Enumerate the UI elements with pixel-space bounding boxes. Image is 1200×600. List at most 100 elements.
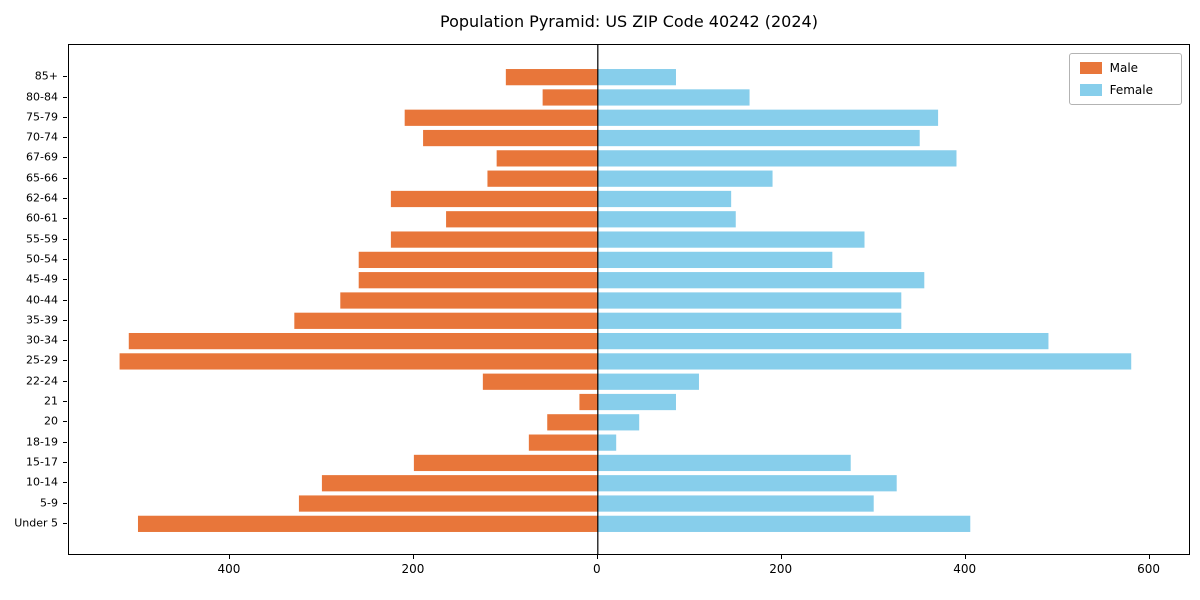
bar-male-65-66: [487, 170, 598, 187]
bar-female-5-9: [597, 495, 874, 512]
y-tick-label-75-79: 75-79: [26, 110, 58, 124]
y-tick-label-67-69: 67-69: [26, 150, 58, 164]
bar-male-85+: [505, 69, 598, 86]
bar-female-75-79: [597, 109, 939, 126]
bar-male-40-44: [340, 292, 598, 309]
y-tick-label-65-66: 65-66: [26, 171, 58, 185]
y-tick-mark-80-84: [63, 96, 67, 98]
y-tick-label-30-34: 30-34: [26, 333, 58, 347]
male-color-swatch-icon: [1079, 62, 1102, 74]
y-tick-label-21: 21: [44, 394, 58, 408]
bar-male-21: [579, 393, 598, 411]
bar-female-35-39: [597, 312, 902, 329]
legend-item-female: Female: [1079, 83, 1171, 97]
female-color-swatch-icon: [1079, 84, 1102, 96]
y-tick-label-50-54: 50-54: [26, 252, 58, 266]
bar-female-40-44: [597, 292, 902, 309]
y-tick-label-25-29: 25-29: [26, 353, 58, 367]
bar-female-80-84: [597, 89, 750, 106]
bar-male-5-9: [298, 495, 598, 512]
bar-female-under-5: [597, 515, 971, 532]
plot-area: Male Female: [68, 44, 1190, 555]
y-tick-label-18-19: 18-19: [26, 435, 58, 449]
bar-female-85+: [597, 69, 676, 86]
bar-male-75-79: [404, 109, 598, 126]
y-tick-label-10-14: 10-14: [26, 475, 58, 489]
bar-male-10-14: [321, 475, 598, 492]
y-tick-mark-21: [63, 401, 67, 402]
y-tick-label-5-9: 5-9: [40, 496, 58, 509]
bar-male-22-24: [482, 373, 598, 390]
bar-female-70-74: [597, 129, 920, 147]
y-tick-mark-45-49: [63, 279, 67, 281]
bar-female-62-64: [597, 190, 732, 208]
bar-female-15-17: [597, 454, 851, 472]
bar-female-22-24: [597, 373, 699, 390]
x-tick-mark-200: [780, 555, 782, 559]
y-tick-label-60-61: 60-61: [26, 211, 58, 225]
x-tick-label-600: 600: [1137, 562, 1161, 576]
y-tick-label-55-59: 55-59: [26, 232, 58, 246]
x-tick-label-200: 200: [769, 562, 793, 576]
bar-male-15-17: [413, 454, 598, 472]
bar-female-45-49: [597, 272, 925, 289]
bar-female-65-66: [597, 170, 773, 187]
y-tick-mark-18-19: [63, 441, 67, 443]
chart-title: Population Pyramid: US ZIP Code 40242 (2…: [440, 12, 818, 31]
bar-male-30-34: [128, 332, 598, 350]
pyramid-chart: [119, 45, 1132, 554]
y-tick-mark-10-14: [63, 482, 67, 484]
y-tick-label-35-39: 35-39: [26, 313, 58, 327]
bar-male-67-69: [496, 150, 598, 167]
bar-female-18-19: [597, 434, 617, 451]
bar-male-25-29: [119, 353, 598, 370]
y-tick-mark-5-9: [63, 502, 67, 504]
bar-female-30-34: [597, 332, 1049, 350]
y-tick-mark-60-61: [63, 218, 67, 220]
legend-item-male: Male: [1079, 61, 1171, 75]
y-tick-mark-62-64: [63, 198, 67, 199]
x-tick-label-400: 400: [217, 562, 241, 576]
y-tick-label-40-44: 40-44: [26, 293, 58, 306]
legend-label-female: Female: [1109, 83, 1153, 97]
y-tick-label-80-84: 80-84: [26, 90, 58, 103]
y-tick-mark-20: [63, 421, 67, 423]
bar-female-25-29: [597, 353, 1132, 370]
y-tick-label-85+: 85+: [34, 69, 58, 83]
y-tick-mark-50-54: [63, 258, 67, 260]
y-tick-mark-55-59: [63, 238, 67, 240]
bar-female-60-61: [597, 211, 736, 228]
y-tick-mark-40-44: [63, 299, 67, 301]
y-tick-label-45-49: 45-49: [26, 272, 58, 286]
bar-male-55-59: [390, 231, 598, 248]
bar-male-60-61: [446, 211, 598, 228]
x-tick-mark-400: [228, 555, 230, 559]
bar-male-under-5: [137, 515, 598, 532]
y-tick-mark-75-79: [63, 116, 67, 118]
y-tick-mark-22-24: [63, 380, 67, 382]
x-tick-mark-400: [964, 555, 966, 559]
y-tick-mark-70-74: [63, 137, 67, 139]
bar-female-20: [597, 414, 640, 431]
y-tick-mark-67-69: [63, 157, 67, 159]
y-tick-label-70-74: 70-74: [26, 130, 58, 144]
x-tick-label-0: 0: [592, 562, 601, 576]
x-tick-label-200: 200: [401, 562, 425, 576]
y-tick-mark-65-66: [63, 177, 67, 179]
y-tick-mark-15-17: [63, 461, 67, 463]
y-tick-mark-85+: [63, 76, 67, 78]
bar-male-18-19: [528, 434, 598, 451]
bar-male-45-49: [358, 272, 598, 289]
bar-male-70-74: [423, 129, 598, 147]
bar-female-67-69: [597, 150, 957, 167]
bar-female-10-14: [597, 475, 897, 492]
y-tick-label-62-64: 62-64: [26, 191, 58, 205]
x-tick-mark-200: [412, 555, 414, 559]
legend: Male Female: [1068, 53, 1182, 105]
y-tick-label-15-17: 15-17: [26, 455, 58, 469]
bar-male-35-39: [294, 312, 598, 329]
bar-female-50-54: [597, 251, 833, 269]
y-tick-label-22-24: 22-24: [26, 374, 58, 388]
bar-male-20: [547, 414, 598, 431]
y-tick-mark-under-5: [63, 522, 67, 524]
